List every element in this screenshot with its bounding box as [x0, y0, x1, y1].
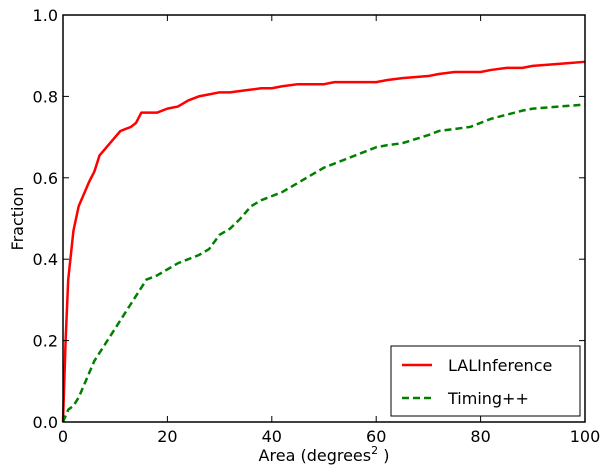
legend-label-timing: Timing++	[447, 389, 529, 408]
series-line-lalinference	[61, 60, 586, 423]
x-tick-label: 80	[470, 427, 490, 446]
x-axis-label-superscript: 2	[371, 444, 378, 457]
x-axis-label-text: Area (degrees	[259, 446, 372, 465]
x-axis-label: Area (degrees2 )	[259, 444, 390, 465]
x-tick-label: 100	[570, 427, 601, 446]
y-tick-label: 0.4	[33, 250, 58, 269]
y-tick-label: 0.2	[33, 332, 58, 351]
y-axis-label: Fraction	[8, 187, 27, 251]
ticks-layer	[62, 14, 586, 423]
series-line-timing	[61, 103, 586, 423]
y-tick-label: 0.6	[33, 169, 58, 188]
x-tick-label: 0	[58, 427, 68, 446]
legend-box	[390, 345, 581, 417]
y-tick-label: 1.0	[33, 6, 58, 25]
tick-labels-layer: 0 20 40 60 80 100 0.0 0.2 0.4 0.6 0.8 1.0	[33, 6, 601, 446]
series-layer	[61, 60, 586, 423]
x-tick-label: 40	[262, 427, 282, 446]
legend-label-lalinference: LALInference	[448, 356, 552, 375]
plot-frame	[62, 14, 586, 423]
x-tick-label: 60	[366, 427, 386, 446]
x-axis-label-suffix: )	[378, 446, 389, 465]
legend: LALInference Timing++	[390, 345, 581, 417]
y-tick-label: 0.0	[33, 413, 58, 432]
x-tick-label: 20	[157, 427, 177, 446]
y-tick-label: 0.8	[33, 87, 58, 106]
